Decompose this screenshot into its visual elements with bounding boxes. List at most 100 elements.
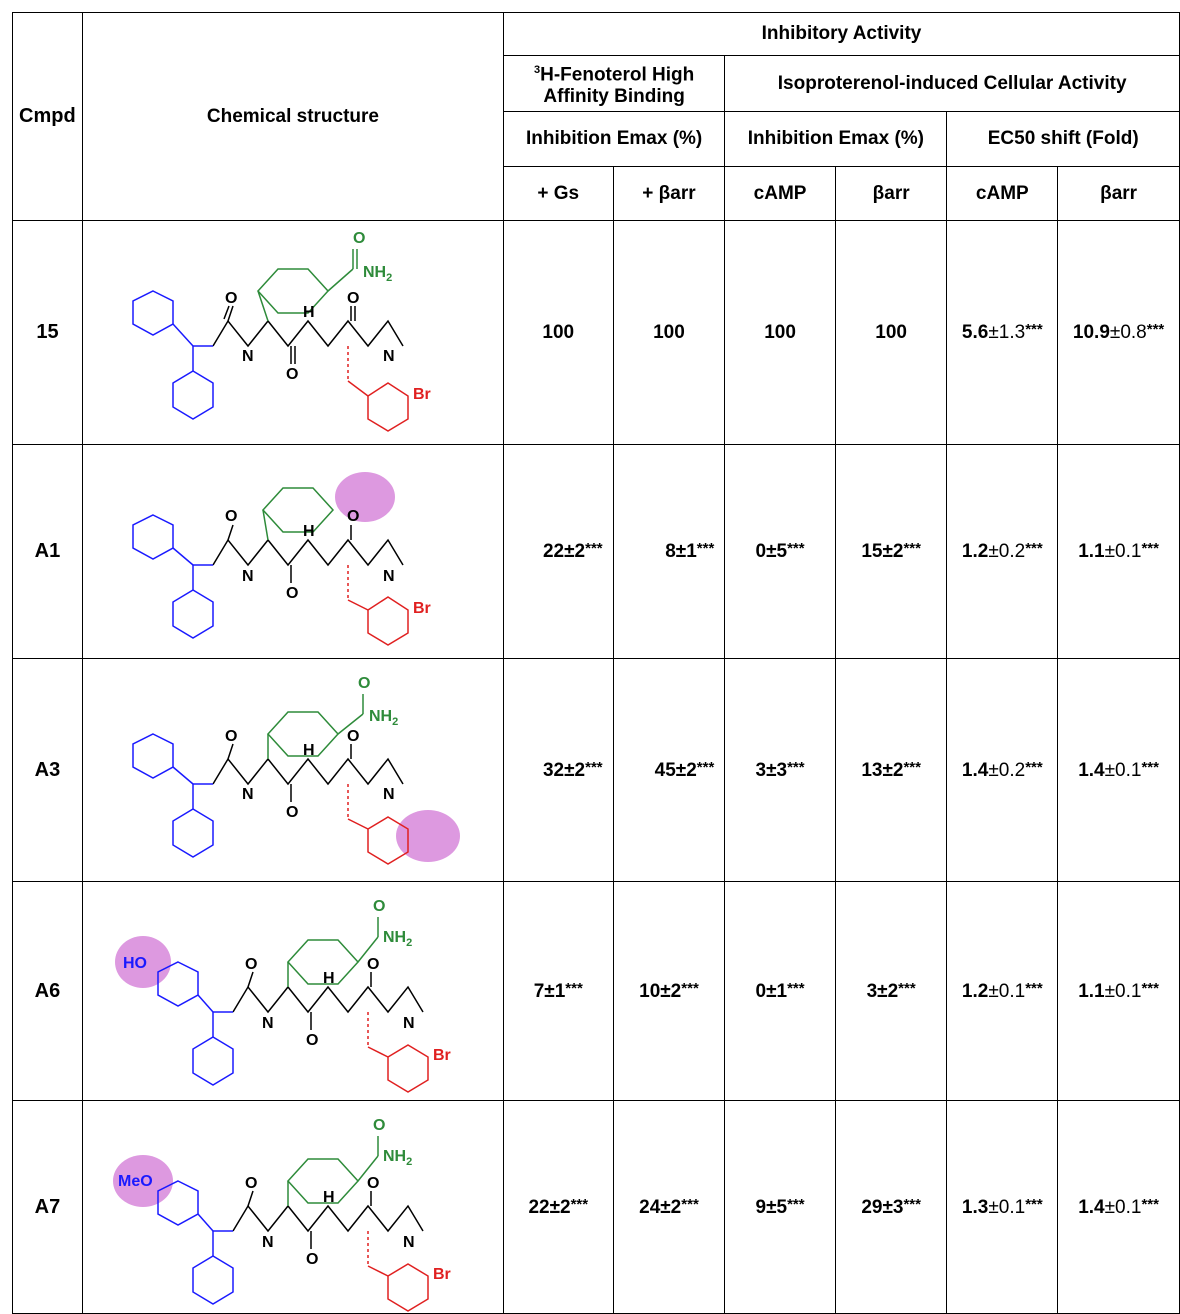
value-barr2: 15±2*** xyxy=(834,444,948,659)
atom-label-o: O xyxy=(358,675,370,692)
inhibitory-activity-header: Inhibitory Activity xyxy=(502,12,1180,56)
significance-stars: *** xyxy=(565,979,583,997)
barr-shift-mean: 10.9 xyxy=(1072,322,1110,343)
atom-label-o: O xyxy=(225,290,237,307)
atom-label-h: H xyxy=(303,742,315,759)
col-header-barr: + βarr xyxy=(612,166,726,221)
structure-header: Chemical structure xyxy=(81,12,504,221)
compound-id: A1 xyxy=(12,444,83,659)
chemical-structure: HO O NH2 O N O H O N Br xyxy=(81,881,504,1101)
value-gs: 22±2*** xyxy=(502,1100,614,1314)
value-barr: 8±1*** xyxy=(612,444,726,659)
value-barr: 10±2*** xyxy=(612,881,726,1101)
atom-label-o: O xyxy=(286,366,298,383)
atom-label-nh2: NH2 xyxy=(383,929,412,949)
atom-label-nh: NH xyxy=(383,1148,406,1165)
value-barr2: 3±2*** xyxy=(834,881,948,1101)
value-barr-shift: 1.1±0.1*** xyxy=(1057,444,1180,659)
camp-shift-mean: 1.2 xyxy=(961,980,989,1002)
significance-stars: *** xyxy=(1025,758,1043,776)
value-camp-shift: 1.3±0.1*** xyxy=(946,1100,1059,1314)
barr2-value: 15±2 xyxy=(861,541,904,562)
significance-stars: *** xyxy=(903,758,921,776)
significance-stars: *** xyxy=(787,979,805,997)
atom-label-h: H xyxy=(323,970,335,987)
compound-id: A3 xyxy=(12,658,83,882)
red-fragment xyxy=(347,346,409,432)
value-barr2: 29±3*** xyxy=(834,1100,948,1314)
value-camp-shift: 5.6±1.3*** xyxy=(946,220,1059,445)
gs-value: 7±1 xyxy=(533,980,566,1002)
atom-label-h: H xyxy=(323,1189,335,1206)
atom-label-nh: NH xyxy=(363,264,386,281)
modification-highlight xyxy=(114,936,171,988)
significance-stars: *** xyxy=(696,540,715,557)
atom-label-o: O xyxy=(245,1175,257,1192)
atom-label-n: N xyxy=(383,568,395,585)
atom-label-n: N xyxy=(242,348,254,365)
binding-group-label: H-Fenoterol High Affinity Binding xyxy=(540,64,695,107)
atom-label-br: Br xyxy=(433,1266,451,1283)
chemical-structure: O NH2 O N O H O N xyxy=(81,658,504,882)
chemical-structure: O N O H O N Br xyxy=(81,444,504,659)
structure-a1-drawing: O N O H O N Br xyxy=(132,472,431,646)
table-row: A1 xyxy=(12,444,1180,659)
atom-label-o: O xyxy=(225,508,237,525)
significance-stars: *** xyxy=(1025,1195,1043,1213)
atom-label-o: O xyxy=(347,508,359,525)
atom-label-nh2: NH2 xyxy=(383,1148,412,1168)
value-barr-shift: 1.1±0.1*** xyxy=(1057,881,1180,1101)
significance-stars: *** xyxy=(570,1195,589,1213)
atom-label-sub2: 2 xyxy=(392,716,398,728)
camp-shift-error: ±0.2 xyxy=(988,759,1026,781)
atom-label-o: O xyxy=(347,728,359,745)
value-barr-shift: 10.9±0.8*** xyxy=(1057,220,1180,445)
col-header-camp-shift: cAMP xyxy=(946,166,1059,221)
atom-label-br: Br xyxy=(413,600,431,617)
blue-fragment xyxy=(132,290,214,420)
atom-label-o: O xyxy=(306,1251,318,1268)
atom-label-nh2: NH2 xyxy=(369,708,398,728)
significance-stars: *** xyxy=(681,1195,699,1213)
atom-label-sub2: 2 xyxy=(406,937,412,949)
atom-label-nh2: NH2 xyxy=(363,264,392,284)
significance-stars: *** xyxy=(787,540,805,557)
barr2-value: 13±2 xyxy=(861,759,904,781)
atom-label-o: O xyxy=(353,230,365,247)
structure-a3-drawing: O NH2 O N O H O N xyxy=(132,675,460,865)
value-barr: 24±2*** xyxy=(612,1100,726,1314)
barr-value: 8±1 xyxy=(665,541,697,562)
significance-stars: *** xyxy=(787,758,805,776)
table-row: A6 xyxy=(12,881,1180,1101)
value-barr-shift: 1.4±0.1*** xyxy=(1057,1100,1180,1314)
col-header-barr-shift: βarr xyxy=(1057,166,1180,221)
gs-value: 22±2 xyxy=(528,1196,571,1218)
gs-value: 22±2 xyxy=(542,541,586,562)
atom-label-sub2: 2 xyxy=(386,272,392,284)
value-gs: 7±1*** xyxy=(502,881,614,1101)
gs-value: 32±2 xyxy=(542,759,586,781)
atom-label-n: N xyxy=(242,568,254,585)
activity-table: Cmpd Chemical structure Inhibitory Activ… xyxy=(12,12,1180,1314)
atom-label-o: O xyxy=(225,728,237,745)
binding-emax-header: Inhibition Emax (%) xyxy=(502,111,726,167)
value-barr: 45±2*** xyxy=(612,658,726,882)
table-row: A3 xyxy=(12,658,1180,882)
significance-stars: *** xyxy=(898,979,916,997)
table-row: 15 xyxy=(12,220,1180,445)
camp-value: 0±1 xyxy=(755,980,788,1002)
value-barr2: 100 xyxy=(834,220,948,445)
camp-shift-mean: 5.6 xyxy=(961,322,989,343)
value-camp: 3±3*** xyxy=(724,658,836,882)
significance-stars: *** xyxy=(585,540,603,557)
binding-group-superscript: 3 xyxy=(534,64,541,77)
col-header-gs: + Gs xyxy=(502,166,614,221)
value-camp-shift: 1.2±0.2*** xyxy=(946,444,1059,659)
col-header-camp: cAMP xyxy=(724,166,836,221)
significance-stars: *** xyxy=(1141,540,1159,557)
atom-label-nh: NH xyxy=(383,929,406,946)
camp-shift-error: ±1.3 xyxy=(988,322,1026,343)
atom-label-n: N xyxy=(403,1015,415,1032)
table-row: A7 xyxy=(12,1100,1180,1314)
chemical-structure: O NH2 O N O H O N Br xyxy=(81,220,504,445)
